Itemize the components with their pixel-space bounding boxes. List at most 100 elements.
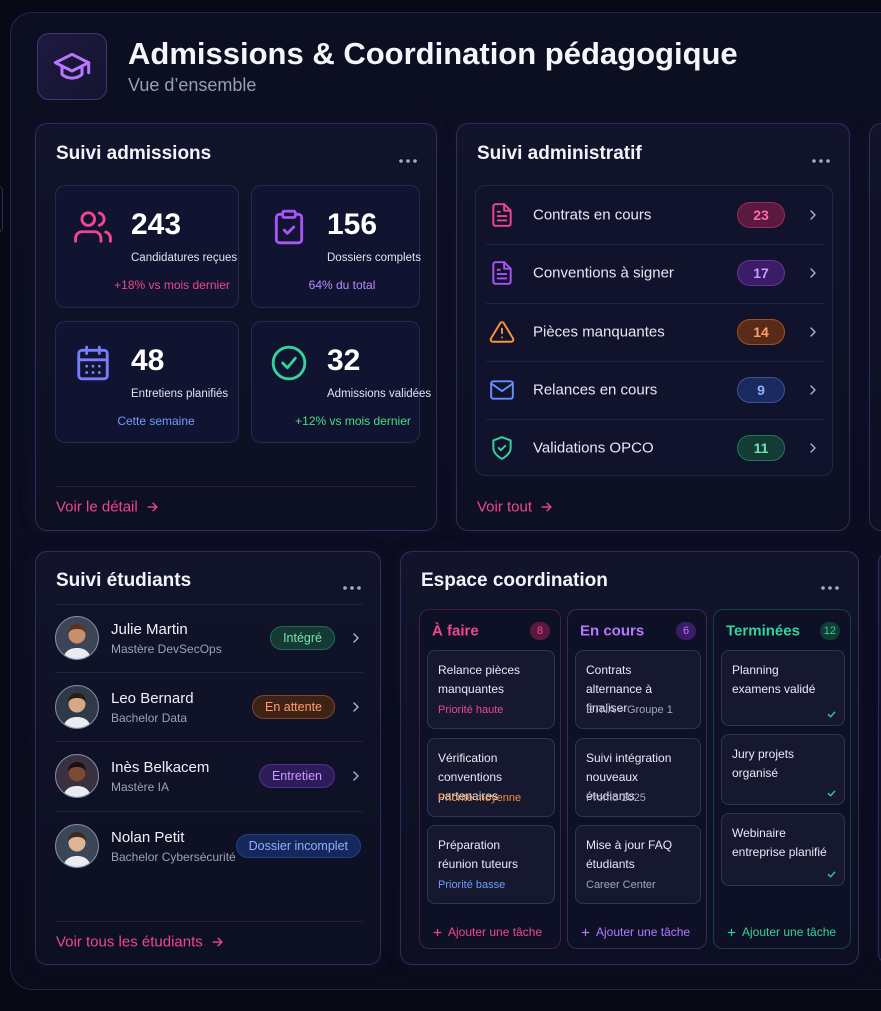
icon-part bbox=[399, 159, 403, 163]
plus-icon bbox=[432, 927, 443, 938]
status-badge: Intégré bbox=[270, 626, 335, 650]
kanban-column: Terminées 12 Planning examens validé Jury p… bbox=[713, 609, 851, 949]
icon-part bbox=[827, 711, 836, 718]
icon-part bbox=[68, 695, 86, 713]
row-icon bbox=[489, 435, 515, 461]
task-card: Suivi intégration nouveaux étudiants Prom… bbox=[575, 738, 701, 817]
icon-part bbox=[492, 203, 512, 227]
column-count: 12 bbox=[819, 622, 840, 640]
icon-part bbox=[810, 443, 816, 453]
icon-part bbox=[827, 790, 836, 797]
stat-tile: 48 Entretiens planifiés Cette semaine bbox=[55, 321, 239, 443]
task-title: Planning examens validé bbox=[732, 663, 816, 696]
task-card: Planning examens validé bbox=[721, 650, 845, 726]
icon-part bbox=[55, 616, 99, 660]
icon-part bbox=[497, 445, 507, 452]
kanban-column: À faire 8 Relance pièces manquantes Priorit… bbox=[419, 609, 561, 949]
stat-note: +18% vs mois dernier bbox=[114, 278, 230, 292]
stat-tile: 32 Admissions validées +12% vs mois dernie… bbox=[251, 321, 431, 443]
icon-part bbox=[282, 225, 296, 235]
icon-part bbox=[541, 502, 552, 512]
add-task: Ajouter une tâche bbox=[432, 925, 542, 939]
done-check bbox=[826, 867, 837, 878]
icon-part bbox=[68, 834, 86, 852]
icon-part bbox=[77, 345, 109, 381]
footer-link: Voir le détail bbox=[56, 499, 160, 516]
stat-label: Entretiens planifiés bbox=[131, 388, 229, 400]
icon-part bbox=[68, 762, 86, 772]
stat-value: 243 bbox=[131, 208, 182, 241]
icon-part bbox=[727, 928, 736, 937]
student-name: Inès Belkacem bbox=[111, 759, 210, 776]
count-badge: 14 bbox=[737, 318, 785, 345]
chevron bbox=[805, 324, 821, 340]
student-program: Bachelor Cybersécurité bbox=[111, 850, 236, 864]
card-title: Espace coordination bbox=[421, 570, 608, 591]
task-title: Vérification conventions partenaires bbox=[438, 751, 503, 803]
icon-part bbox=[810, 443, 816, 453]
icon-part bbox=[490, 382, 514, 392]
stat-value: 48 bbox=[131, 344, 165, 377]
page-subtitle: Vue d’ensemble bbox=[128, 75, 257, 95]
icon-part bbox=[810, 210, 816, 220]
card: Suivi admissions 243 Candidatures reçues +1… bbox=[35, 123, 437, 531]
icon-part bbox=[828, 586, 832, 590]
stat-icon bbox=[74, 344, 112, 382]
chevron bbox=[805, 440, 821, 456]
card-title: Suivi étudiants bbox=[56, 570, 192, 591]
row-divider bbox=[55, 672, 363, 673]
more-menu bbox=[398, 151, 418, 163]
stat-label: Dossiers complets bbox=[327, 252, 421, 264]
icon-part bbox=[353, 702, 359, 712]
task-card: Relance pièces manquantes Priorité haute bbox=[427, 650, 555, 729]
icon-part bbox=[433, 928, 442, 937]
icon-part bbox=[827, 871, 836, 878]
left-edge bbox=[0, 186, 3, 232]
row-divider bbox=[55, 741, 363, 742]
count-badge: 17 bbox=[737, 260, 785, 287]
card: Suivi étudiants Julie Martin Mastère DevSe… bbox=[35, 551, 381, 965]
right-card-edge bbox=[869, 123, 881, 531]
icon-part bbox=[97, 211, 112, 243]
row-icon bbox=[489, 260, 515, 286]
task-meta: Priorité moyenne bbox=[438, 792, 522, 804]
task-title: Webinaire entreprise planifié bbox=[732, 826, 827, 859]
column-title: Terminées bbox=[726, 622, 800, 640]
student-program: Mastère IA bbox=[111, 780, 170, 794]
icon-part bbox=[55, 754, 99, 798]
icon-part bbox=[68, 832, 86, 842]
icon-part bbox=[68, 693, 86, 703]
student-name: Leo Bernard bbox=[111, 690, 194, 707]
column-title: En cours bbox=[580, 622, 645, 640]
stat-tile: 243 Candidatures reçues +18% vs mois derni… bbox=[55, 185, 239, 308]
student-program: Bachelor Data bbox=[111, 711, 188, 725]
icon-part bbox=[810, 210, 816, 220]
icon-part bbox=[492, 261, 512, 286]
icon-part bbox=[80, 211, 97, 227]
icon-part bbox=[77, 348, 109, 381]
icon-part bbox=[810, 385, 816, 395]
icon-part bbox=[353, 771, 359, 781]
stat-label: Candidatures reçues bbox=[131, 252, 238, 264]
icon-part bbox=[821, 586, 825, 590]
icon-part bbox=[353, 702, 359, 712]
icon-part bbox=[496, 203, 512, 222]
icon-part bbox=[343, 586, 347, 590]
icon-part bbox=[281, 356, 297, 370]
more-menu bbox=[811, 151, 831, 163]
icon-part bbox=[727, 928, 736, 937]
row-divider bbox=[486, 360, 824, 362]
task-title: Suivi intégration nouveaux étudiants bbox=[586, 751, 672, 803]
icon-part bbox=[827, 871, 836, 878]
row-divider bbox=[486, 244, 824, 246]
icon-part bbox=[53, 52, 91, 73]
plus-icon bbox=[726, 927, 737, 938]
footer-link: Voir tous les étudiants bbox=[56, 934, 225, 951]
plus-icon bbox=[580, 927, 591, 938]
row-label: Conventions à signer bbox=[533, 264, 674, 282]
icon-part bbox=[274, 209, 304, 245]
stat-note: Cette semaine bbox=[117, 414, 195, 428]
stat-value: 32 bbox=[327, 344, 361, 377]
icon-part bbox=[489, 320, 515, 343]
